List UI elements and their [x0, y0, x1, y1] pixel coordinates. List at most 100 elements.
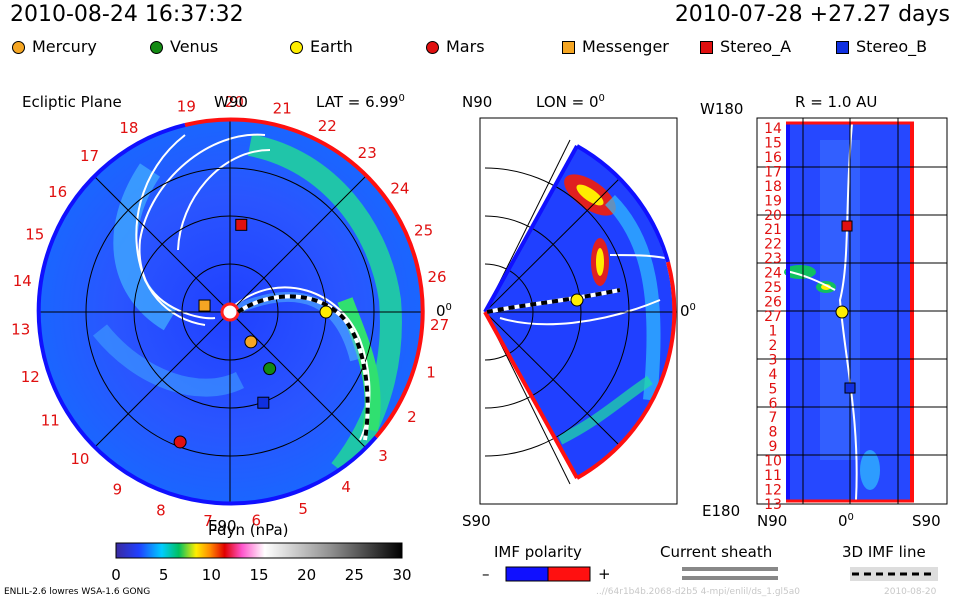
radial-rotation-label: 18 [764, 179, 782, 195]
radial-rotation-label: 11 [764, 468, 782, 484]
legend-marker [12, 41, 25, 54]
radial-rotation-label: 27 [764, 309, 782, 325]
legend-label: Mercury [32, 37, 97, 56]
colorbar-tick-label: 20 [297, 566, 316, 584]
radial-rotation-label: 21 [764, 222, 782, 238]
ecliptic-w-label: W90 [214, 93, 248, 111]
legend-item-mercury: Mercury [12, 37, 97, 56]
ecliptic-marker-earth [319, 305, 333, 319]
legend-item-stereo-a: Stereo_A [700, 37, 791, 56]
ecliptic-rotation-label: 15 [25, 226, 44, 244]
radial-sheath-line [838, 123, 858, 501]
radial-rotation-label: 16 [764, 150, 782, 166]
colorbar-title: Pdyn (nPa) [208, 521, 289, 539]
radial-stereo-b-marker [844, 382, 856, 394]
radial-rotation-label: 6 [769, 396, 778, 412]
colorbar-tick-label: 10 [202, 566, 221, 584]
ecliptic-rotation-label: 26 [428, 268, 447, 286]
legend-item-mars: Mars [426, 37, 485, 56]
imf-negative-swatch [505, 566, 549, 582]
imf-plus-label: + [598, 565, 611, 583]
ecliptic-rotation-label: 13 [11, 320, 30, 338]
radial-panel: 1415161718192021222324252627123456789101… [756, 117, 948, 513]
colorbar-tick-label: 25 [345, 566, 364, 584]
ecliptic-rotation-label: 7 [203, 512, 213, 530]
ecliptic-rotation-label: 5 [298, 500, 308, 518]
imf3d-title: 3D IMF line [842, 543, 926, 561]
meridional-imf-line [486, 288, 621, 314]
radial-r-label: R = 1.0 AU [795, 93, 878, 111]
ecliptic-rotation-label: 25 [414, 222, 433, 240]
radial-x-mid: 00 [838, 512, 854, 530]
ecliptic-rotation-label: 23 [358, 144, 377, 162]
meridional-lon-label: LON = 00 [536, 93, 605, 111]
radial-rotation-label: 8 [769, 425, 778, 441]
radial-e-label: E180 [702, 502, 741, 520]
imf-positive-swatch [547, 566, 591, 582]
ecliptic-rotation-label: 6 [251, 511, 261, 529]
legend-marker [836, 41, 849, 54]
ecliptic-rotation-label: 4 [341, 478, 351, 496]
ecliptic-panel: 19 20 212223242526271234567891011121314151… [11, 93, 449, 530]
radial-x-right: S90 [912, 512, 941, 530]
meridional-panel [479, 117, 678, 505]
legend-marker [290, 41, 303, 54]
radial-rotation-label: 12 [764, 483, 782, 499]
ecliptic-rotation-label: 27 [430, 316, 449, 334]
ecliptic-rotation-label: 14 [13, 272, 32, 290]
radial-rotation-label: 23 [764, 251, 782, 267]
ecliptic-marker-stereo-a [235, 218, 248, 231]
ecliptic-rotation-label: 18 [119, 119, 138, 137]
ecliptic-rotation-label: 1 [426, 364, 436, 382]
ecliptic-marker-stereo-b [257, 396, 270, 409]
colorbar [115, 542, 403, 559]
ecliptic-rotation-label: 2 [407, 408, 417, 426]
legend-label: Venus [170, 37, 219, 56]
ecliptic-rim-positive [184, 117, 425, 439]
ecliptic-rotation-label: 9 [113, 480, 123, 498]
legend-item-messenger: Messenger [562, 37, 669, 56]
radial-rotation-label: 10 [764, 454, 782, 470]
legend-label: Stereo_B [856, 37, 928, 56]
radial-rotation-label: 4 [769, 367, 778, 383]
ecliptic-zero-label: 00 [436, 302, 452, 320]
ecliptic-rim-negative [36, 123, 378, 506]
radial-rotation-label: 9 [769, 439, 778, 455]
ecliptic-marker-mars [173, 435, 187, 449]
ecliptic-title: Ecliptic Plane [22, 93, 122, 111]
imf-minus-label: – [482, 565, 490, 583]
radial-rotation-label: 20 [764, 208, 782, 224]
radial-x-left: N90 [757, 512, 788, 530]
radial-rotation-label: 26 [764, 295, 782, 311]
radial-rotation-label: 3 [769, 352, 778, 368]
datetime-label: 2010-08-24 16:37:32 [10, 2, 244, 27]
radial-rotation-label: 24 [764, 266, 782, 282]
colorbar-tick-label: 30 [392, 566, 411, 584]
radial-rotation-label: 1 [769, 323, 778, 339]
legend-item-earth: Earth [290, 37, 353, 56]
radial-rotation-label: 14 [764, 121, 782, 137]
meridional-n-label: N90 [462, 93, 493, 111]
ecliptic-structures [92, 133, 402, 477]
radial-rotation-label: 7 [769, 410, 778, 426]
run-date: 2010-08-20 [884, 587, 937, 597]
radial-rotation-label: 2 [769, 338, 778, 354]
legend-label: Mars [446, 37, 485, 56]
ecliptic-bodies [173, 218, 333, 449]
ecliptic-rotation-label: 22 [318, 117, 337, 135]
radial-earth-marker [835, 305, 849, 319]
ecliptic-rotation-label: 11 [41, 412, 60, 430]
ecliptic-imf-line [236, 294, 370, 441]
colorbar-tick-label: 5 [159, 566, 169, 584]
ecliptic-rotation-label: 10 [70, 450, 89, 468]
legend-label: Earth [310, 37, 353, 56]
imf-polarity-title: IMF polarity [494, 543, 582, 561]
ecliptic-lat-label: LAT = 6.990 [316, 93, 405, 111]
radial-stereo-a-marker [841, 220, 853, 232]
radial-rotation-label: 13 [764, 497, 782, 513]
radial-rotation-label: 17 [764, 164, 782, 180]
radial-rotation-label: 25 [764, 280, 782, 296]
colorbar-tick-label: 0 [111, 566, 121, 584]
colorbar-ticks: 0 5 10 15 20 25 30 [111, 566, 411, 584]
